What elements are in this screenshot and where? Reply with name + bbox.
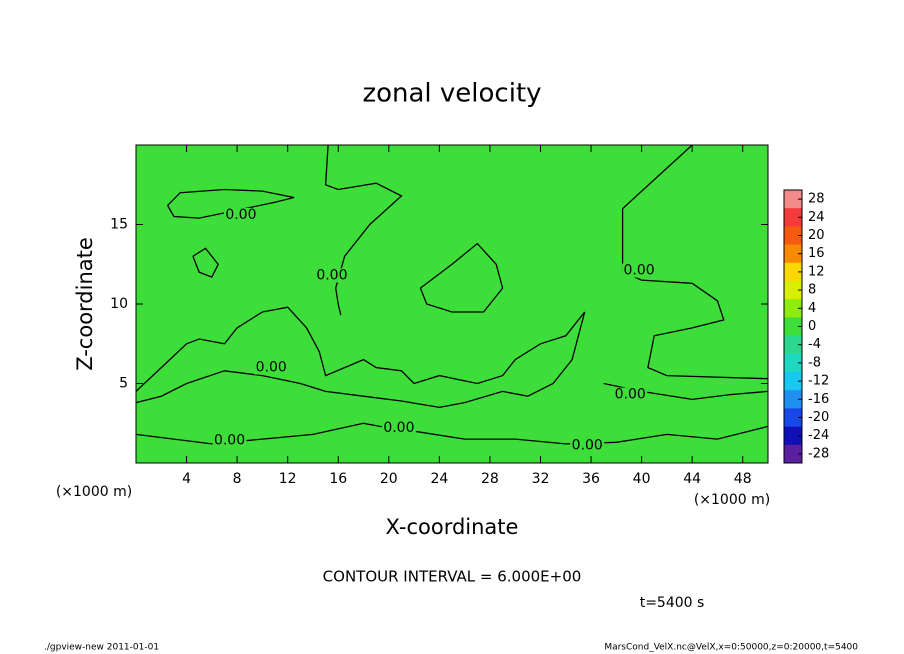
colorbar-label: 28 [808,192,825,207]
contour-label-bg [622,263,657,278]
chart-title: zonal velocity [362,79,541,109]
colorbar-box [784,444,802,464]
colorbar-label: 20 [808,228,825,243]
contour-label: 0.00 [383,420,414,436]
x-tick-label: 36 [582,471,600,487]
contour-line [192,247,219,278]
contour-label-bg [314,268,349,283]
colorbar-box [784,426,802,446]
contour-interval: CONTOUR INTERVAL = 6.000E+00 [323,568,582,586]
y-unit: (×1000 m) [56,484,132,500]
colorbar-label: -16 [808,392,829,407]
colorbar-label: 4 [808,301,816,316]
contour-label: 0.00 [256,360,287,376]
x-tick-label: 24 [430,471,448,487]
x-tick-label: 32 [532,471,550,487]
colorbar-box [784,335,802,355]
y-tick-label: 15 [110,217,128,233]
colorbar-box [784,226,802,245]
colorbar-box [784,244,802,264]
footer-left: ./gpview-new 2011-01-01 [44,643,159,653]
contour-label: 0.00 [225,207,256,223]
y-axis-label: Z-coordinate [73,237,97,371]
time-label: t=5400 s [640,595,705,611]
colorbar-box [784,372,802,391]
contour-label: 0.00 [615,387,646,403]
colorbar-label: -20 [808,410,829,425]
contour-label: 0.00 [623,263,654,279]
colorbar-label: -8 [808,355,821,370]
colorbar-label: 8 [808,283,816,298]
colorbar-label: -12 [808,374,829,389]
colorbar-box [784,262,802,282]
contour-line [621,144,769,380]
colorbar-label: 0 [808,319,816,334]
contour-line [419,242,504,313]
x-tick-label: 28 [481,471,499,487]
x-tick-label: 48 [734,471,752,487]
y-tick-label: 5 [119,376,128,392]
colorbar-box [784,281,802,300]
colorbar-label: -4 [808,337,821,352]
colorbar-box [784,317,802,336]
colorbar-label: -24 [808,428,829,443]
x-unit: (×1000 m) [694,492,770,508]
y-tick-label: 10 [110,296,128,312]
x-tick-label: 44 [683,471,701,487]
x-tick-label: 40 [633,471,651,487]
colorbar-box [784,390,802,409]
colorbar-box [784,408,802,427]
x-tick-label: 12 [279,471,297,487]
contour-label-bg [223,207,258,222]
colorbar-box [784,208,802,227]
x-tick-label: 8 [233,471,242,487]
field [136,145,768,463]
contour-line [167,188,295,219]
colorbar-label: 16 [808,246,825,261]
colorbar-box [784,190,802,209]
x-tick-label: 20 [380,471,398,487]
contour-label-bg [212,433,247,448]
x-axis-label: X-coordinate [386,515,519,539]
contour-label: 0.00 [214,433,245,449]
colorbar-box [784,353,802,373]
contour-label: 0.00 [572,438,603,454]
colorbar-box [784,299,802,318]
colorbar-label: 12 [808,264,825,279]
footer-right: MarsCond_VelX.nc@VelX,x=0:50000,z=0:2000… [604,643,858,653]
contour-label-bg [613,387,648,402]
contour-label-bg [570,438,605,453]
contour-label: 0.00 [316,267,347,283]
contour-label-bg [254,360,289,375]
colorbar-label: -28 [808,446,829,461]
x-tick-label: 16 [329,471,347,487]
contour-line [135,306,586,409]
contour-line [324,144,403,316]
x-tick-label: 4 [182,471,191,487]
contour-label-bg [381,421,416,436]
colorbar-label: 24 [808,210,825,225]
